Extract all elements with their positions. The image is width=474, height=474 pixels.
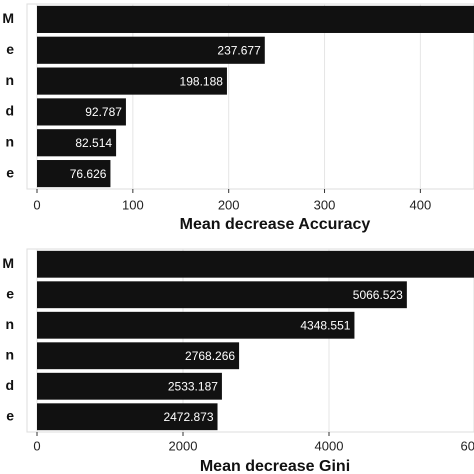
bar [37,98,126,126]
x-axis-title: Mean decrease Gini [200,458,350,474]
bar [37,311,355,339]
x-tick-label: 0 [33,197,40,212]
x-tick-label: 200 [218,197,240,212]
bar [37,160,111,188]
x-tick-label: 0 [33,438,40,453]
x-tick-label: 100 [122,197,144,212]
category-label: n [5,72,14,88]
category-label: e [6,407,14,423]
value-label: 92.787 [85,105,122,119]
value-label: 76.626 [70,167,107,181]
category-label: M [2,10,14,26]
panel [26,248,474,433]
bar [37,250,474,278]
category-label: e [6,285,14,301]
value-label: 2472.873 [163,410,213,424]
bar [37,5,474,33]
category-label: d [5,103,14,119]
value-label: 5066.523 [353,288,403,302]
x-tick-label: 400 [410,197,432,212]
bar [37,36,265,64]
x-axis-title: Mean decrease Accuracy [180,216,371,233]
x-tick-label: 6000 [461,438,474,453]
bar [37,372,222,400]
category-label: e [6,41,14,57]
value-label: 2768.266 [185,349,235,363]
bar [37,281,407,309]
category-label: d [5,377,14,393]
value-label: 2533.187 [168,379,218,393]
bar [37,403,218,431]
category-label: n [5,346,14,362]
category-label: n [5,316,14,332]
category-label: e [6,164,14,180]
bar [37,342,240,370]
value-label: 237.677 [217,43,261,57]
value-label: 198.188 [180,74,224,88]
value-label: 4348.551 [300,318,350,332]
value-label: 82.514 [75,136,112,150]
x-tick-label: 300 [314,197,336,212]
x-tick-label: 2000 [169,438,198,453]
bar [37,67,227,95]
bar [37,129,117,157]
x-tick-label: 4000 [315,438,344,453]
category-label: n [5,133,14,149]
category-label: M [2,255,14,271]
panel [26,3,474,190]
